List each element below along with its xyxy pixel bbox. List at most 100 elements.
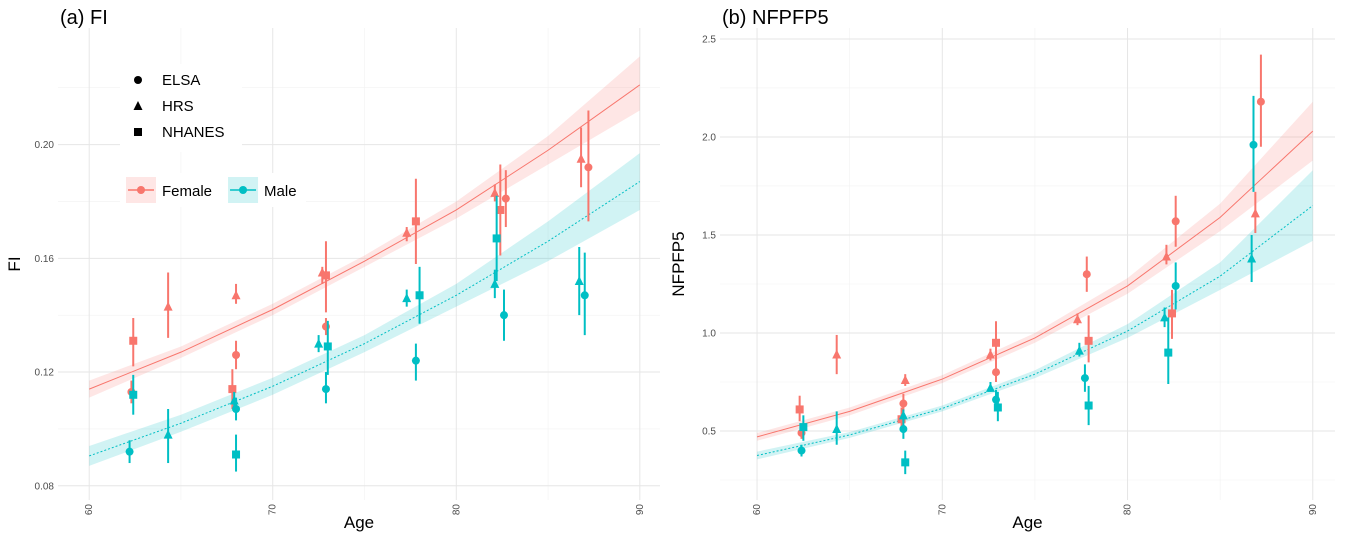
data-point bbox=[490, 187, 500, 197]
legend-symbol bbox=[133, 101, 143, 110]
confidence-band bbox=[89, 153, 640, 466]
data-point bbox=[901, 458, 910, 467]
data-point bbox=[314, 338, 324, 348]
y-tick-label: 0.12 bbox=[35, 368, 55, 379]
y-tick-label: 0.5 bbox=[702, 427, 716, 438]
data-point bbox=[899, 425, 908, 434]
data-point bbox=[1256, 97, 1265, 106]
data-point bbox=[402, 293, 412, 303]
x-tick-label: 60 bbox=[84, 504, 95, 516]
data-point bbox=[797, 446, 806, 455]
data-point bbox=[1167, 309, 1176, 318]
data-point bbox=[1084, 401, 1093, 410]
data-point bbox=[1171, 281, 1180, 290]
data-point bbox=[1080, 374, 1089, 383]
data-point bbox=[415, 291, 424, 300]
legend-symbol bbox=[134, 128, 142, 136]
fit-line bbox=[89, 181, 641, 457]
data-point bbox=[1160, 312, 1170, 322]
data-point bbox=[323, 342, 332, 351]
data-point bbox=[1164, 348, 1173, 357]
data-point bbox=[1171, 217, 1180, 226]
data-point bbox=[499, 311, 508, 320]
data-point bbox=[574, 276, 584, 286]
data-point bbox=[832, 349, 842, 359]
legend: ELSA HRS NHANES Female Male bbox=[120, 64, 306, 207]
y-tick-label: 0.16 bbox=[35, 254, 55, 265]
data-point bbox=[985, 382, 995, 392]
data-point bbox=[832, 424, 842, 434]
y-tick-label: 0.20 bbox=[35, 140, 55, 151]
data-point bbox=[985, 349, 995, 359]
data-point bbox=[492, 234, 501, 243]
data-point bbox=[129, 336, 138, 345]
x-tick-label: 90 bbox=[1308, 504, 1319, 516]
data-point bbox=[129, 390, 138, 399]
legend-label: NHANES bbox=[162, 124, 225, 141]
y-tick-label: 0.08 bbox=[35, 481, 55, 492]
data-point bbox=[1074, 345, 1084, 355]
data-point bbox=[584, 163, 593, 172]
x-tick-label: 90 bbox=[635, 504, 646, 516]
data-point bbox=[576, 153, 586, 163]
x-tick-label: 70 bbox=[937, 504, 948, 516]
legend-label: HRS bbox=[162, 98, 194, 115]
data-point bbox=[1082, 270, 1091, 279]
x-tick-label: 80 bbox=[1123, 504, 1134, 516]
x-axis-label: Age bbox=[1012, 513, 1042, 532]
y-tick-label: 2.0 bbox=[702, 132, 716, 143]
legend-label: Male bbox=[264, 183, 297, 200]
data-point bbox=[501, 194, 510, 203]
data-point bbox=[232, 350, 241, 359]
data-point bbox=[1247, 253, 1257, 263]
confidence-band bbox=[89, 56, 640, 398]
y-axis-label: FI bbox=[5, 256, 24, 271]
legend-label: ELSA bbox=[162, 72, 200, 89]
data-point bbox=[1249, 140, 1258, 149]
data-point bbox=[490, 278, 500, 288]
legend-key-point bbox=[239, 186, 248, 194]
x-axis-label: Age bbox=[344, 513, 374, 532]
data-point bbox=[125, 447, 134, 456]
data-point bbox=[411, 356, 420, 365]
data-point bbox=[993, 403, 1002, 412]
data-point bbox=[321, 271, 330, 280]
data-point bbox=[402, 227, 412, 237]
y-tick-label: 1.5 bbox=[702, 230, 716, 241]
data-point bbox=[992, 368, 1001, 377]
legend-symbol bbox=[134, 76, 142, 84]
panel: (a) FI Age FI 60 70 80 90 0.08 0.12 0.16 0.20 ELSA H… bbox=[5, 7, 660, 532]
fit-line bbox=[756, 205, 1314, 456]
panel: (b) NFPFP5 Age NFPFP5 60 70 80 90 0.5 1.0 1.5 2.0 2… bbox=[669, 7, 1335, 532]
data-point bbox=[1073, 314, 1083, 324]
data-point bbox=[992, 338, 1001, 347]
data-point bbox=[232, 405, 241, 414]
fit-line bbox=[756, 130, 1314, 438]
data-point bbox=[496, 205, 505, 214]
x-tick-label: 60 bbox=[752, 504, 763, 516]
data-point bbox=[163, 301, 173, 311]
y-axis-label: NFPFP5 bbox=[669, 231, 688, 296]
data-point bbox=[411, 217, 420, 226]
data-point bbox=[232, 450, 241, 459]
data-point bbox=[163, 429, 173, 439]
x-tick-label: 70 bbox=[268, 504, 279, 516]
x-tick-label: 80 bbox=[451, 504, 462, 516]
data-point bbox=[228, 385, 237, 394]
data-point bbox=[795, 405, 804, 414]
chart-title: (b) NFPFP5 bbox=[722, 7, 829, 29]
data-point bbox=[1250, 208, 1260, 218]
legend-label: Female bbox=[162, 183, 212, 200]
fit-line bbox=[89, 84, 641, 390]
data-point bbox=[321, 385, 330, 394]
data-point bbox=[1161, 251, 1171, 261]
data-point bbox=[799, 423, 808, 432]
data-point bbox=[1084, 336, 1093, 345]
data-point bbox=[231, 290, 241, 300]
chart-title: (a) FI bbox=[60, 7, 108, 29]
data-point bbox=[899, 399, 908, 408]
y-tick-label: 1.0 bbox=[702, 328, 716, 339]
data-point bbox=[898, 410, 908, 420]
legend-key-point bbox=[137, 186, 145, 194]
